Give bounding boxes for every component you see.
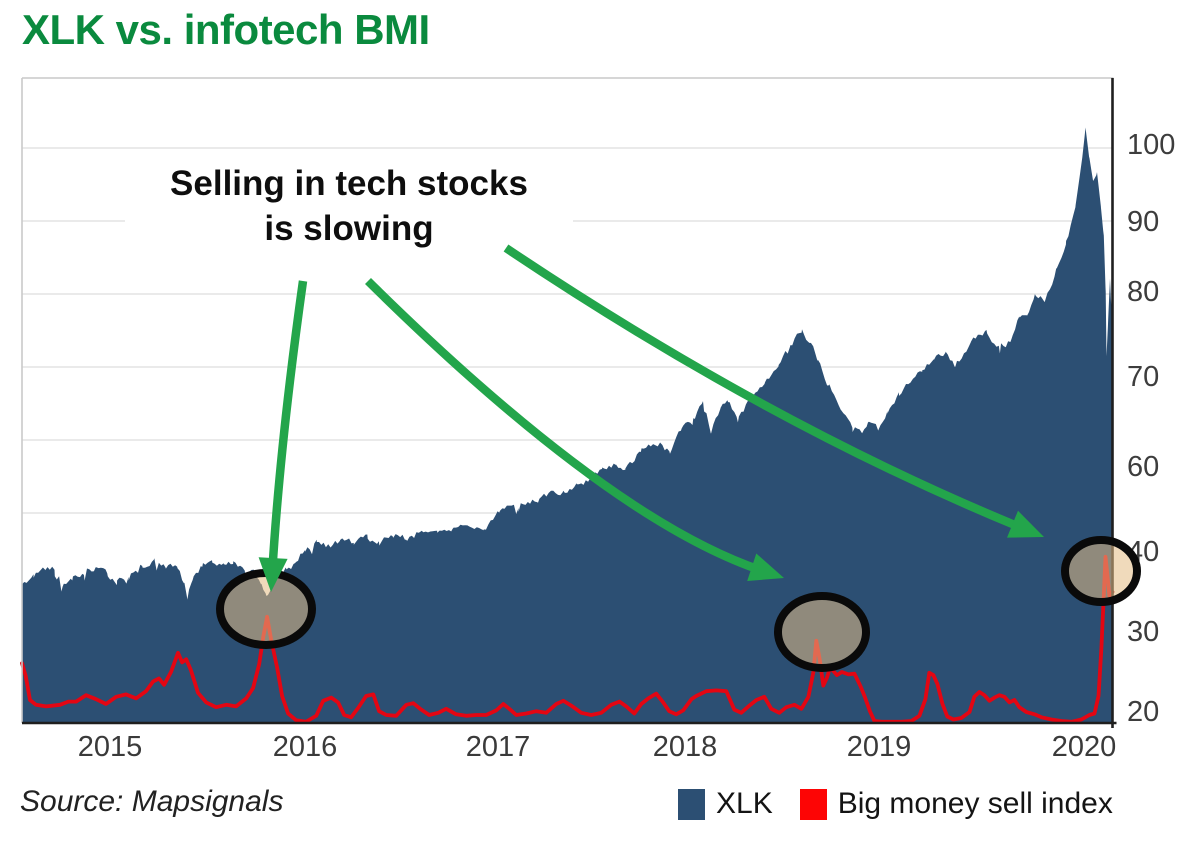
y-tick-label: 100	[1127, 129, 1176, 161]
legend-item: Big money sell index	[799, 787, 1113, 821]
page-title: XLK vs. infotech BMI	[22, 6, 430, 53]
x-tick-label: 2015	[77, 731, 143, 763]
x-tick-label: 2016	[272, 731, 338, 763]
y-tick-label: 90	[1127, 206, 1160, 238]
source-credit: Source: Mapsignals	[20, 785, 284, 818]
x-tick-label: 2019	[846, 731, 912, 763]
legend-label: Big money sell index	[837, 787, 1113, 820]
callout-arrowhead-icon	[258, 557, 288, 592]
annotation-callout: Selling in tech stocks is slowing	[125, 161, 573, 263]
big-money-sell-index-line	[20, 554, 1115, 724]
callout-arrow	[268, 280, 308, 571]
highlight-circle-annotation	[774, 592, 870, 672]
y-tick-label: 80	[1127, 276, 1160, 308]
highlight-circle-annotation	[216, 569, 316, 649]
legend-item: XLK	[678, 787, 773, 821]
x-tick-label: 2017	[465, 731, 531, 763]
y-tick-label: 70	[1127, 361, 1160, 393]
callout-arrow	[365, 277, 765, 576]
y-tick-label: 60	[1127, 451, 1160, 483]
annotation-line-1: Selling in tech stocks	[170, 164, 528, 203]
callout-arrowhead-icon	[1007, 510, 1044, 538]
x-tick-label: 2020	[1051, 731, 1117, 763]
legend-label: XLK	[716, 787, 773, 820]
x-tick-label: 2018	[652, 731, 718, 763]
highlight-circle-annotation	[1061, 536, 1141, 606]
y-tick-label: 20	[1127, 696, 1160, 728]
xlk-area-series	[22, 127, 1113, 723]
chart-legend: XLK Big money sell index	[678, 787, 1113, 821]
legend-swatch-icon	[678, 788, 705, 820]
y-tick-label: 30	[1127, 616, 1160, 648]
callout-arrow	[503, 244, 1026, 533]
legend-swatch-icon	[799, 788, 827, 820]
annotation-line-2: is slowing	[264, 209, 434, 248]
callout-arrowhead-icon	[747, 553, 784, 581]
